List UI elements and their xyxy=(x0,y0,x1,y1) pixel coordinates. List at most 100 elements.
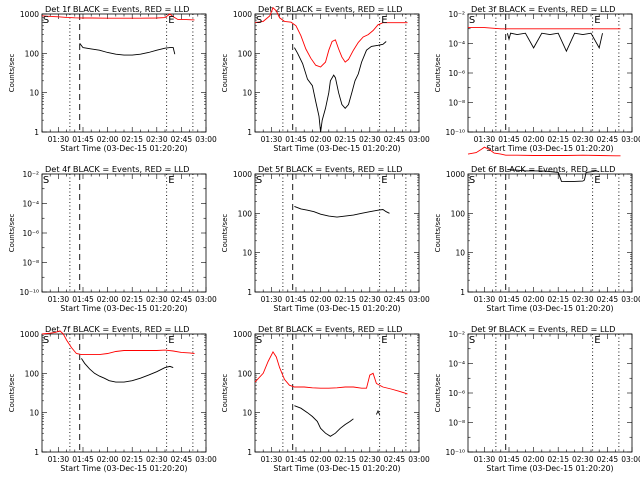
y-axis-label: Counts/sec xyxy=(221,214,229,253)
x-tick-label: 02:45 xyxy=(597,455,619,464)
series-black-line xyxy=(79,43,176,56)
end-marker: E xyxy=(381,175,387,186)
x-tick-label: 02:00 xyxy=(97,455,119,464)
x-tick-label: 03:00 xyxy=(408,455,430,464)
x-tick-label: 02:15 xyxy=(334,295,356,304)
start-marker: S xyxy=(469,15,475,26)
plot-frame xyxy=(41,333,207,453)
x-tick-label: 02:00 xyxy=(523,455,545,464)
x-tick-label: 01:45 xyxy=(285,135,307,144)
y-tick-label: 100 xyxy=(25,49,40,58)
x-tick-label: 01:30 xyxy=(474,295,496,304)
x-tick-label: 01:45 xyxy=(72,455,94,464)
x-tick-label: 02:45 xyxy=(171,295,193,304)
series-red-line xyxy=(467,146,621,157)
x-tick-label: 03:00 xyxy=(408,135,430,144)
x-tick-label: 01:30 xyxy=(48,135,70,144)
series-black-line xyxy=(81,358,174,383)
y-tick-label: 10⁻⁸ xyxy=(22,259,39,268)
y-tick-label: 10 xyxy=(242,249,252,258)
x-tick-label: 02:30 xyxy=(146,135,168,144)
y-axis-label: Counts/sec xyxy=(434,374,442,413)
y-tick-label: 1 xyxy=(34,128,39,137)
panel-4: Det 4f BLACK = Events, RED = LLD 10⁻¹⁰ 10⁻… xyxy=(8,164,217,313)
x-tick-label: 02:45 xyxy=(384,135,406,144)
y-tick-label: 10⁻¹⁰ xyxy=(19,288,39,297)
y-tick-label: 10⁻² xyxy=(448,10,465,19)
series-red-line xyxy=(468,27,621,30)
x-tick-label: 02:30 xyxy=(572,135,594,144)
y-tick-label: 10 xyxy=(29,409,39,418)
plot-frame xyxy=(467,13,633,133)
x-tick-label: 03:00 xyxy=(195,455,217,464)
panel-9: Det 9f BLACK = Events, RED = LLD 10⁻¹⁰ 10⁻… xyxy=(434,324,640,473)
x-axis-label: Start Time (03-Dec-15 01:20:20) xyxy=(273,464,400,473)
panel-title: Det 4f BLACK = Events, RED = LLD xyxy=(45,164,189,174)
y-tick-label: 10 xyxy=(242,89,252,98)
y-tick-label: 10⁻² xyxy=(22,170,39,179)
series-red-line xyxy=(41,13,195,21)
end-marker: E xyxy=(168,175,174,186)
y-tick-label: 1 xyxy=(247,288,252,297)
y-axis-label: Counts/sec xyxy=(221,374,229,413)
x-tick-label: 02:15 xyxy=(547,135,569,144)
y-tick-label: 10⁻⁶ xyxy=(448,389,465,398)
y-tick-label: 1 xyxy=(247,448,252,457)
y-tick-label: 10⁻⁸ xyxy=(448,419,465,428)
y-tick-label: 10⁻⁶ xyxy=(22,229,39,238)
end-marker: E xyxy=(594,335,600,346)
panel-1: Det 1f BLACK = Events, RED = LLD 1 10 100 10… xyxy=(8,4,217,153)
x-tick-label: 02:30 xyxy=(359,295,381,304)
x-tick-label: 01:45 xyxy=(498,455,520,464)
x-tick-label: 02:15 xyxy=(121,295,143,304)
x-tick-label: 02:30 xyxy=(572,295,594,304)
y-tick-label: 1000 xyxy=(20,10,39,19)
y-axis-label: Counts/sec xyxy=(434,54,442,93)
plot-frame xyxy=(254,333,420,453)
x-tick-label: 02:30 xyxy=(572,455,594,464)
x-tick-label: 02:30 xyxy=(146,295,168,304)
end-marker: E xyxy=(381,335,387,346)
start-marker: S xyxy=(43,335,49,346)
x-tick-label: 01:45 xyxy=(72,295,94,304)
start-marker: S xyxy=(43,175,49,186)
y-tick-label: 1000 xyxy=(20,330,39,339)
x-tick-label: 01:45 xyxy=(285,455,307,464)
x-tick-label: 01:45 xyxy=(498,135,520,144)
end-marker: E xyxy=(168,335,174,346)
series-black-line xyxy=(506,32,603,53)
panel-title: Det 8f BLACK = Events, RED = LLD xyxy=(258,324,402,334)
y-tick-label: 10⁻¹⁰ xyxy=(445,128,465,137)
panel-title: Det 2f BLACK = Events, RED = LLD xyxy=(258,4,402,14)
x-tick-label: 01:45 xyxy=(498,295,520,304)
x-tick-label: 02:00 xyxy=(523,295,545,304)
end-marker: E xyxy=(168,15,174,26)
y-tick-label: 10⁻⁴ xyxy=(448,360,465,369)
series-red-line xyxy=(254,351,408,395)
y-axis-label: Counts/sec xyxy=(8,54,16,93)
y-tick-label: 1 xyxy=(247,128,252,137)
x-axis-label: Start Time (03-Dec-15 01:20:20) xyxy=(60,304,187,313)
x-tick-label: 01:30 xyxy=(48,295,70,304)
panel-title: Det 5f BLACK = Events, RED = LLD xyxy=(258,164,402,174)
x-tick-label: 02:00 xyxy=(97,135,119,144)
series-black-line xyxy=(294,41,387,133)
y-tick-label: 1000 xyxy=(233,330,252,339)
x-tick-label: 02:00 xyxy=(523,135,545,144)
start-marker: S xyxy=(469,175,475,186)
end-marker: E xyxy=(594,175,600,186)
y-tick-label: 1000 xyxy=(233,10,252,19)
y-tick-label: 10 xyxy=(29,89,39,98)
x-tick-label: 03:00 xyxy=(621,295,640,304)
y-tick-label: 1 xyxy=(460,288,465,297)
y-tick-label: 1000 xyxy=(233,170,252,179)
x-tick-label: 01:30 xyxy=(261,295,283,304)
x-tick-label: 02:00 xyxy=(97,295,119,304)
series-red-line xyxy=(41,330,195,356)
panel-title: Det 7f BLACK = Events, RED = LLD xyxy=(45,324,189,334)
plot-frame xyxy=(467,333,633,453)
x-tick-label: 03:00 xyxy=(621,455,640,464)
y-tick-label: 10⁻² xyxy=(448,330,465,339)
y-tick-label: 10⁻⁴ xyxy=(448,40,465,49)
